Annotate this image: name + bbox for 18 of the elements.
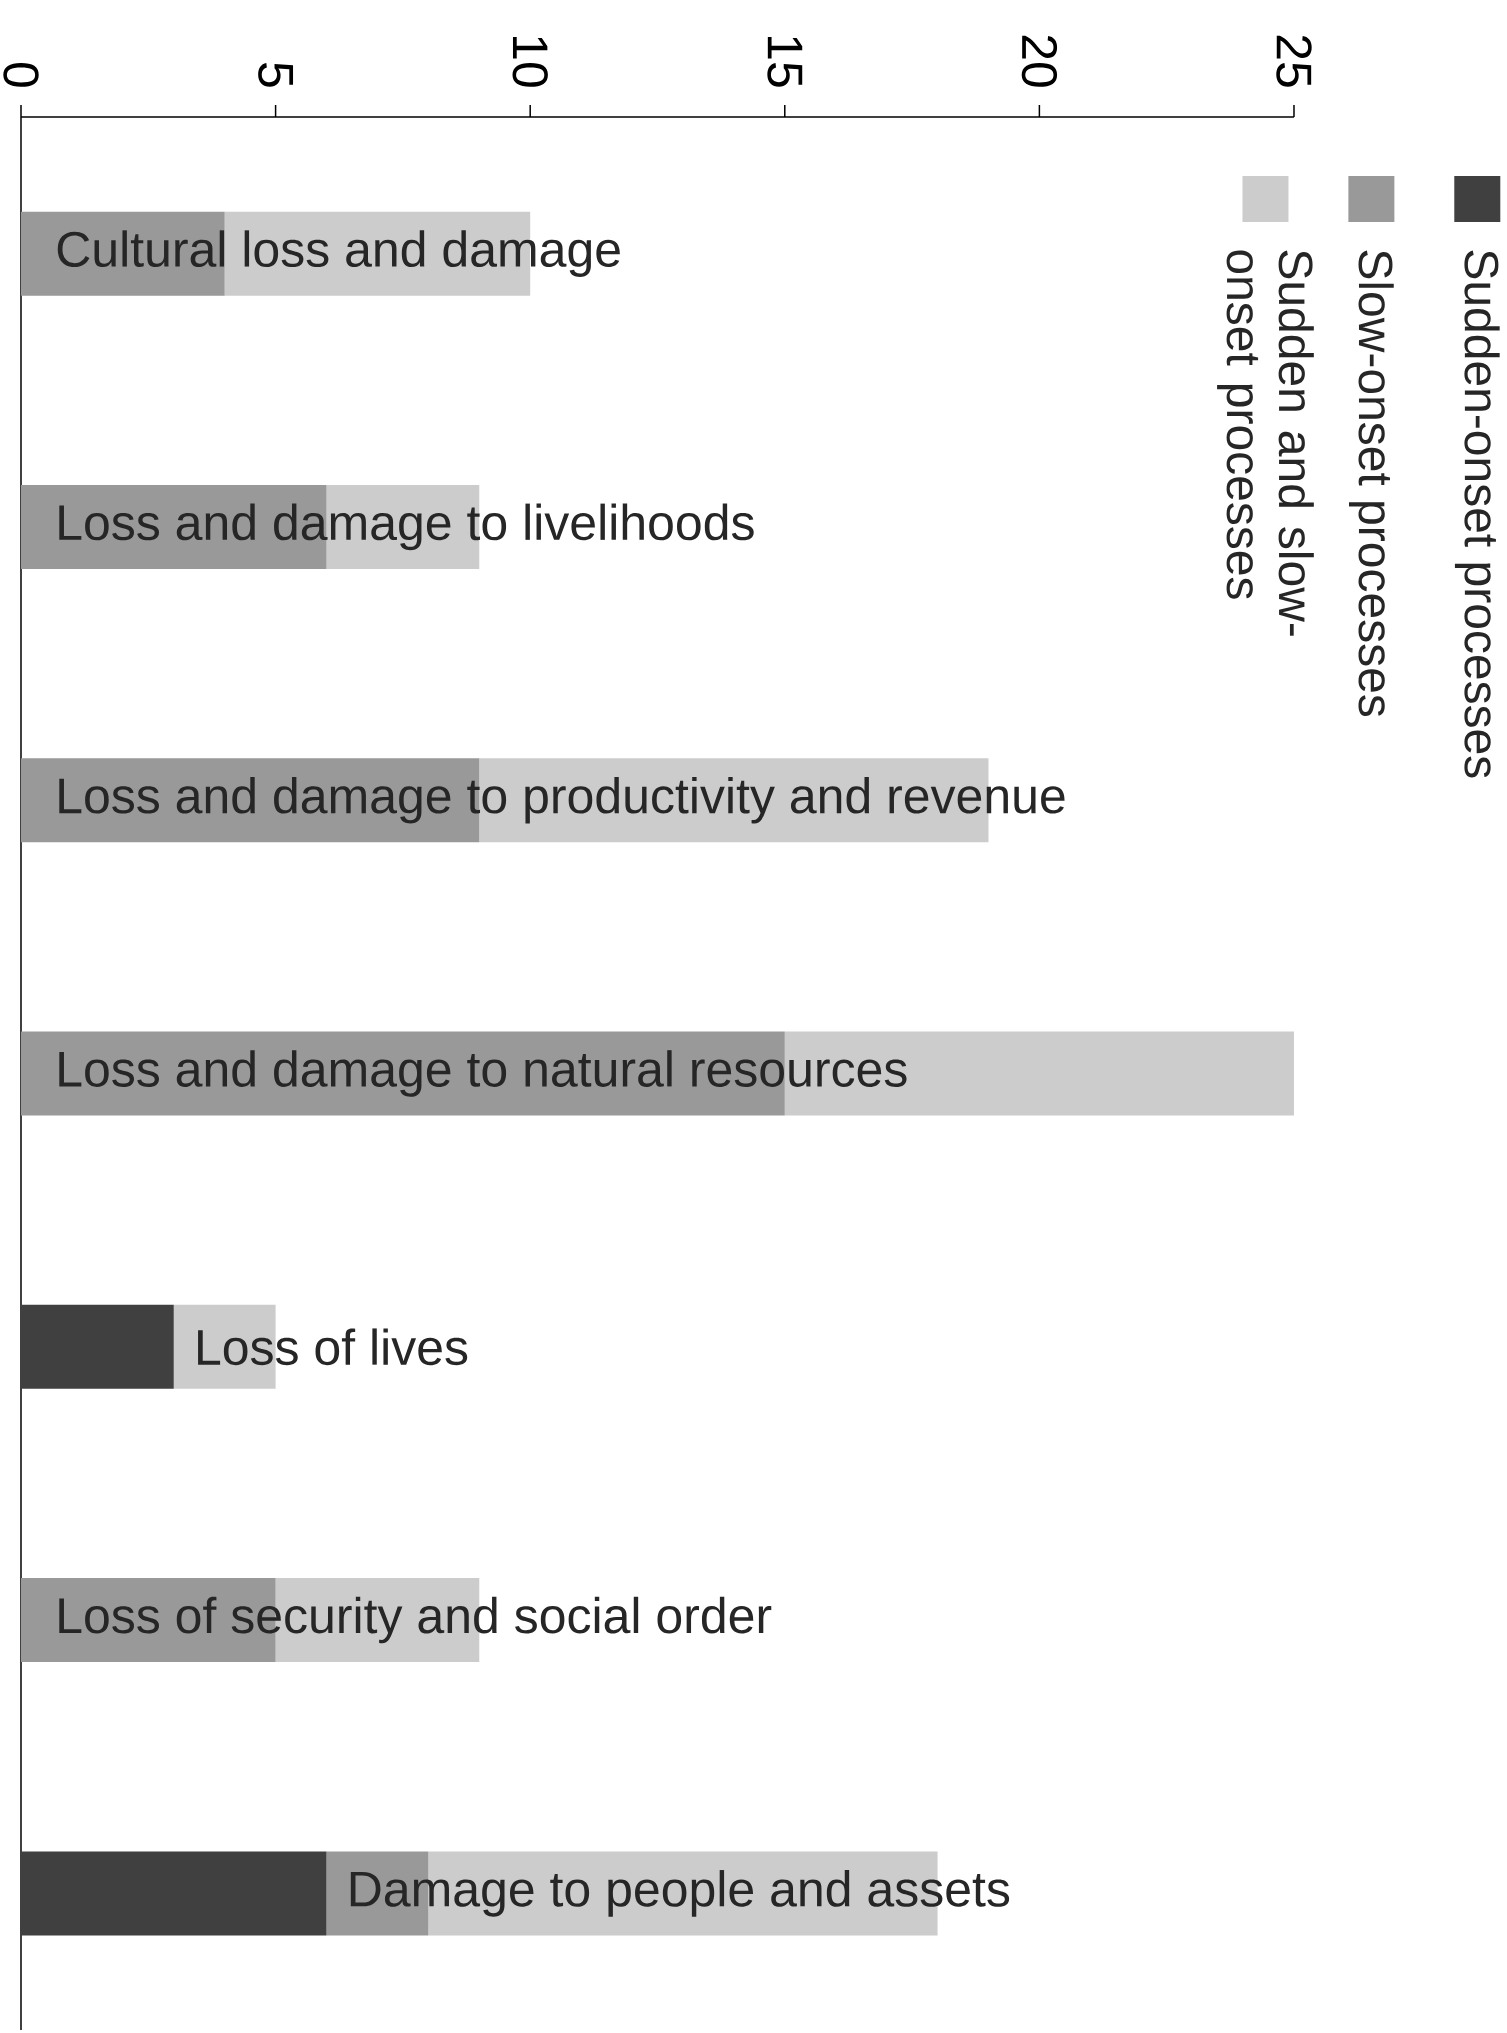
x-tick-label: 10 (512, 37, 548, 87)
y-tick-label: Loss and damage to productivity and revenue (59, 776, 1065, 824)
y-tick-label: Loss of lives (198, 1328, 468, 1366)
y-tick-label: Loss of security and social order (59, 1596, 772, 1644)
bar (21, 1851, 327, 1936)
y-tick-label: Cultural loss and damage (57, 230, 620, 277)
x-tick-label: 25 (1276, 35, 1312, 87)
legend-label: Slow-onset processes (1349, 250, 1394, 717)
y-tick-label: Loss and damage to natural resources (59, 1050, 907, 1097)
x-tick-label: 15 (767, 37, 803, 87)
x-tick-label: 5 (258, 63, 294, 87)
y-tick-label: Damage to people and assets (350, 1870, 1010, 1917)
legend-label: Sudden and slow-onset processes (1217, 250, 1314, 636)
x-tick-label: 0 (3, 62, 39, 87)
legend-label: Sudden-onset processes (1454, 250, 1500, 778)
y-tick-label: Loss and damage to livelihoods (59, 503, 754, 551)
x-tick-label: 20 (1021, 35, 1058, 87)
bar (21, 1304, 174, 1389)
